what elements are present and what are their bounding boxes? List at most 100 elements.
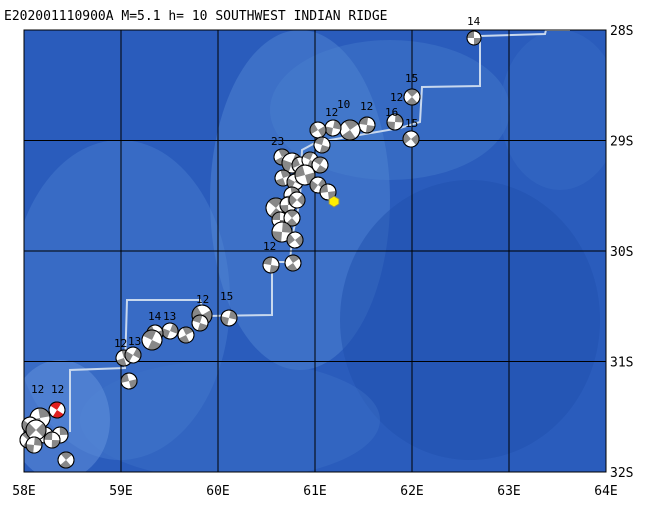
depth-label: 16 <box>385 106 398 119</box>
latitude-label: 30S <box>610 245 633 260</box>
beachball <box>402 130 420 148</box>
beachball-quadrant <box>320 184 336 200</box>
beachball-quadrant <box>403 132 419 146</box>
beachball <box>339 119 361 141</box>
beachball-rim <box>57 451 75 469</box>
beachball <box>25 419 47 441</box>
beachball-quadrant <box>310 123 326 137</box>
beachball <box>57 451 75 469</box>
depth-label: 12 <box>390 91 403 104</box>
latitude-label: 31S <box>610 356 633 371</box>
beachball-rim <box>25 436 43 454</box>
depth-label: 14 <box>148 310 162 323</box>
beachball-quadrant <box>467 31 481 45</box>
beachball <box>271 221 293 243</box>
beachball-rim <box>286 231 304 249</box>
beachball-quadrant <box>26 422 46 438</box>
beachball-quadrant <box>289 194 305 206</box>
beachball <box>141 329 163 351</box>
beachball-quadrant <box>275 170 291 186</box>
depth-label: 10 <box>337 98 350 111</box>
beachball <box>43 431 61 449</box>
depth-label: 15 <box>405 72 418 85</box>
beachball-rim <box>43 431 61 449</box>
beachball-rim <box>262 256 280 274</box>
beachball-quadrant <box>314 137 330 153</box>
depth-label: 12 <box>325 106 338 119</box>
longitude-label: 60E <box>206 484 229 499</box>
beachball-quadrant <box>359 117 375 133</box>
beachball <box>284 254 302 272</box>
beachball-quadrant <box>178 327 194 343</box>
latitude-label: 32S <box>610 466 633 481</box>
beachball-quadrant <box>341 120 359 140</box>
beachball <box>262 256 280 274</box>
beachball-quadrant <box>142 330 162 350</box>
beachball-quadrant <box>274 149 290 165</box>
beachball <box>309 121 327 139</box>
beachball-rim <box>466 30 482 46</box>
beachball-quadrant <box>162 323 178 339</box>
beachball-quadrant <box>121 373 137 389</box>
beachball-rim <box>161 322 179 340</box>
longitude-label: 63E <box>497 484 520 499</box>
beachball <box>48 401 66 419</box>
beachball-quadrant <box>59 452 73 468</box>
beachball <box>311 156 329 174</box>
beachball <box>313 136 331 154</box>
beachball-rim <box>120 372 138 390</box>
beachball-rim <box>386 113 404 131</box>
beachball-rim <box>339 119 361 141</box>
depth-label: 23 <box>271 135 284 148</box>
beachball-rim <box>48 401 66 419</box>
beachball-quadrant <box>221 310 237 326</box>
beachball-rim <box>191 314 209 332</box>
beachball <box>403 88 421 106</box>
beachball-rim <box>220 309 238 327</box>
beachball-rim <box>141 329 163 351</box>
beachball-quadrant <box>192 315 208 331</box>
beachball-rim <box>294 164 316 186</box>
beachball-rim <box>313 136 331 154</box>
depth-label: 12 <box>196 293 209 306</box>
beachball <box>286 231 304 249</box>
depth-label: 14 <box>467 15 481 28</box>
longitude-label: 62E <box>400 484 423 499</box>
beachball-rim <box>25 419 47 441</box>
beachball-quadrant <box>286 210 298 226</box>
beachball-rim <box>358 116 376 134</box>
beachball <box>466 30 482 46</box>
beachball-rim <box>284 254 302 272</box>
longitude-label: 61E <box>303 484 326 499</box>
beachball <box>124 346 142 364</box>
beachball <box>220 309 238 327</box>
depth-label: 12 <box>263 240 276 253</box>
beachball-quadrant <box>295 165 315 185</box>
beachball-rim <box>403 88 421 106</box>
depth-label: 15 <box>405 117 418 130</box>
beachball <box>191 314 209 332</box>
depth-label: 13 <box>128 335 141 348</box>
beachball-quadrant <box>387 114 403 130</box>
depth-label: 12 <box>360 100 373 113</box>
beachball-quadrant <box>287 233 303 247</box>
beachball <box>358 116 376 134</box>
depth-label: 13 <box>163 310 176 323</box>
focal-mechanisms <box>19 30 482 469</box>
beachball-quadrant <box>26 437 42 453</box>
epicenter <box>328 195 340 208</box>
beachball <box>120 372 138 390</box>
latitude-label: 29S <box>610 135 633 150</box>
beachball-rim <box>402 130 420 148</box>
beachball <box>25 436 43 454</box>
beachball-rim <box>288 191 306 209</box>
depth-label: 12 <box>31 383 44 396</box>
beachball-quadrant <box>406 89 418 105</box>
beachball-quadrant <box>272 222 292 242</box>
beachball <box>177 326 195 344</box>
latitude-label: 28S <box>610 24 633 39</box>
beachball <box>386 113 404 131</box>
beachball <box>294 164 316 186</box>
